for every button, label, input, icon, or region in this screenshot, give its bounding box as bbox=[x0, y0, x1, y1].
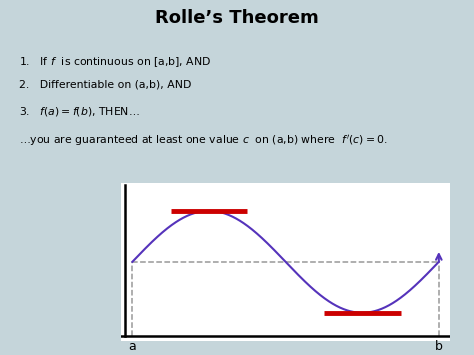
Text: …you are guaranteed at least one value $c$  on (a,b) where  $f'(c) = 0$.: …you are guaranteed at least one value $… bbox=[19, 133, 387, 148]
Text: 1.   If $f$  is continuous on [a,b], AND: 1. If $f$ is continuous on [a,b], AND bbox=[19, 55, 211, 69]
Text: b: b bbox=[435, 340, 443, 353]
Text: Rolle’s Theorem: Rolle’s Theorem bbox=[155, 9, 319, 27]
Text: 2.   Differentiable on (a,b), AND: 2. Differentiable on (a,b), AND bbox=[19, 80, 191, 90]
Text: 3.   $f(a) = f(b)$, THEN…: 3. $f(a) = f(b)$, THEN… bbox=[19, 105, 140, 118]
Text: a: a bbox=[128, 340, 136, 353]
